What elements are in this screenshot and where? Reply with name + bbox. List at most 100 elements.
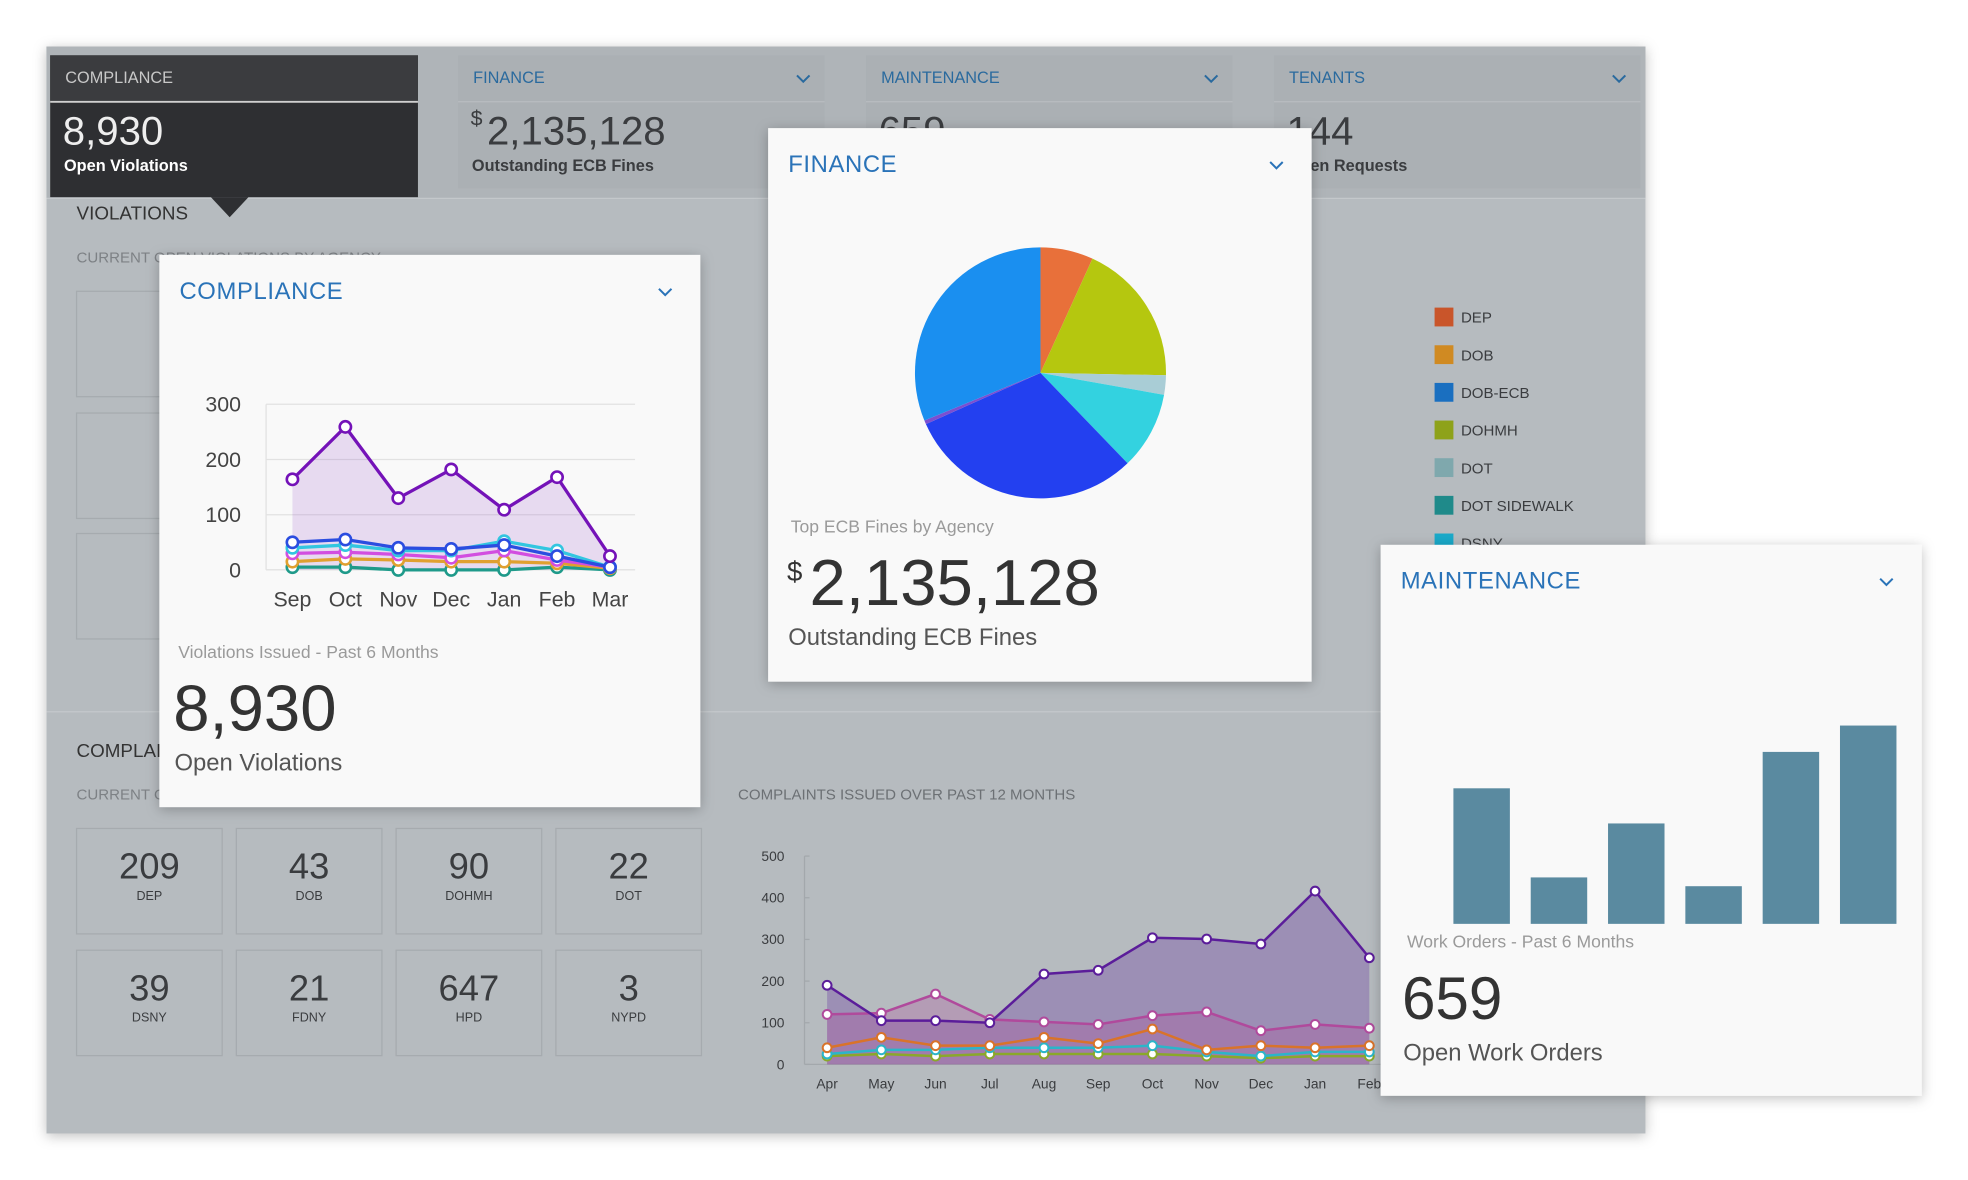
tab-value-prefix: $ — [471, 107, 483, 131]
chart-title: COMPLAINTS ISSUED OVER PAST 12 MONTHS — [738, 787, 1075, 804]
x-tick-label: Jan — [487, 587, 521, 611]
data-point — [821, 979, 833, 991]
data-point — [1255, 1050, 1267, 1062]
data-point — [338, 532, 353, 547]
legend-label: DOB — [1461, 347, 1494, 364]
data-point — [1092, 1038, 1104, 1049]
chevron[interactable] — [658, 288, 673, 297]
x-tick-label: Aug — [1032, 1076, 1057, 1091]
data-point — [1201, 1006, 1213, 1018]
data-point — [1201, 933, 1213, 945]
data-point — [1309, 1042, 1321, 1054]
chevron[interactable] — [1879, 577, 1894, 587]
tile — [555, 827, 703, 935]
tile — [235, 827, 383, 935]
bar — [1453, 788, 1510, 924]
data-point — [1092, 964, 1104, 976]
x-tick-label: Dec — [432, 587, 470, 611]
tab-label: FINANCE — [473, 69, 545, 87]
card-title: FINANCE — [788, 151, 897, 178]
data-point — [550, 470, 565, 485]
y-tick-label: 200 — [761, 974, 784, 989]
tile — [235, 949, 383, 1057]
data-point — [1038, 1042, 1050, 1054]
card-label: Outstanding ECB Fines — [788, 624, 1037, 651]
data-point — [391, 491, 406, 506]
y-tick-label: 100 — [205, 503, 241, 527]
tab-caption: Open Violations — [64, 157, 188, 175]
tab-value: 2,135,128 — [487, 108, 666, 153]
legend-label: DOT SIDEWALK — [1461, 498, 1574, 515]
data-point — [930, 1040, 941, 1052]
data-point — [1147, 1023, 1158, 1035]
data-point — [1038, 1031, 1050, 1043]
data-point — [930, 1015, 941, 1027]
pie-slice — [1040, 372, 1166, 395]
pie-slice — [1040, 372, 1165, 464]
y-tick-label: 0 — [229, 558, 241, 582]
data-point — [1363, 952, 1375, 964]
data-point — [1147, 932, 1158, 944]
tile-value: 90 — [449, 846, 489, 887]
data-point — [497, 502, 512, 517]
tile-label: DOB — [296, 889, 323, 903]
data-point — [1147, 1010, 1158, 1022]
data-point — [1201, 1044, 1213, 1056]
tile-label: DOT — [615, 889, 642, 903]
chevron[interactable] — [1612, 74, 1627, 84]
x-tick-label: Jul — [981, 1076, 999, 1091]
data-point — [875, 1015, 887, 1027]
tile-label: FDNY — [292, 1011, 327, 1025]
pie-slice — [924, 372, 1041, 425]
data-point — [930, 988, 941, 1000]
tile — [75, 827, 223, 935]
data-point — [1038, 1016, 1050, 1028]
x-tick-label: Sep — [273, 587, 311, 611]
section-heading: VIOLATIONS — [77, 203, 189, 224]
data-point — [550, 549, 565, 564]
data-point — [497, 554, 512, 569]
chevron[interactable] — [796, 74, 811, 84]
data-point — [1255, 938, 1267, 950]
tab-label: MAINTENANCE — [881, 69, 1000, 87]
card-caption: Violations Issued - Past 6 Months — [178, 642, 439, 662]
data-point — [338, 419, 353, 434]
y-tick-label: 300 — [761, 932, 784, 947]
data-point — [984, 1017, 996, 1029]
x-tick-label: May — [868, 1076, 894, 1091]
y-tick-label: 200 — [205, 448, 241, 472]
tile — [75, 949, 223, 1057]
data-point — [1092, 1019, 1104, 1030]
data-point — [1309, 1019, 1321, 1030]
tab-label: TENANTS — [1289, 69, 1365, 87]
data-point — [984, 1040, 996, 1052]
chevron[interactable] — [1269, 161, 1284, 170]
x-tick-label: Mar — [592, 587, 629, 611]
card-title: MAINTENANCE — [1401, 568, 1581, 595]
x-tick-label: Jun — [924, 1076, 946, 1091]
x-tick-label: Feb — [1357, 1076, 1381, 1091]
tab[interactable] — [1273, 55, 1641, 189]
data-point — [285, 535, 300, 550]
x-tick-label: Nov — [1194, 1076, 1219, 1091]
chevron[interactable] — [1204, 74, 1219, 84]
card — [159, 254, 701, 808]
legend-label: DOT — [1461, 460, 1493, 477]
y-tick-label: 400 — [761, 891, 784, 906]
tile-label: DOHMH — [445, 889, 492, 903]
tab-header — [50, 55, 418, 101]
tab[interactable] — [458, 55, 825, 189]
tile-label: NYPD — [611, 1011, 646, 1025]
card-title: COMPLIANCE — [179, 278, 343, 305]
card-value: 659 — [1402, 964, 1503, 1032]
tab-value: 8,930 — [63, 108, 164, 153]
data-point — [1363, 1022, 1375, 1034]
legend-label: DOHMH — [1461, 423, 1518, 440]
card-value-prefix: $ — [787, 556, 802, 587]
pie-slice — [1040, 247, 1093, 373]
tab-pointer — [210, 197, 249, 218]
bar — [1530, 877, 1588, 924]
y-tick-label: 100 — [761, 1016, 784, 1031]
data-point — [821, 1009, 833, 1020]
